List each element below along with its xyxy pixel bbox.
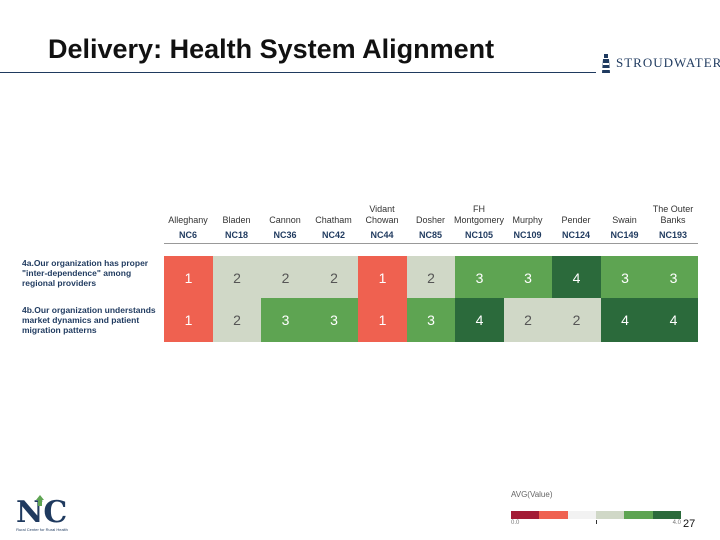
column-header-code: NC124 xyxy=(561,230,590,240)
row-label: 4a.Our organization has proper "inter-de… xyxy=(22,258,149,288)
heatmap-cell: 4 xyxy=(600,298,650,342)
column-header-name: Swain xyxy=(612,215,637,225)
nc-rural-health-logo: NC Rural Center for Rural Health xyxy=(12,492,72,538)
legend-color-step xyxy=(595,511,625,519)
column-header-name: The Outer Banks xyxy=(652,204,694,225)
heatmap-cell: 1 xyxy=(164,298,213,342)
heatmap-cell: 4 xyxy=(649,298,698,342)
slide-title: Delivery: Health System Alignment xyxy=(48,34,495,64)
heatmap-cell: 2 xyxy=(309,256,359,300)
column-header-code: NC42 xyxy=(321,230,345,240)
heatmap-cell: 1 xyxy=(358,256,407,300)
heatmap-cell: 4 xyxy=(455,298,504,342)
heatmap-cell: 2 xyxy=(261,256,310,300)
column-header-name: Murphy xyxy=(512,215,543,225)
legend-color-step xyxy=(511,511,540,519)
heatmap-cell: 3 xyxy=(600,256,650,300)
nc-logo-mark: NC xyxy=(16,495,67,530)
column-header-name: FH Montgomery xyxy=(453,204,505,225)
legend-max: 4.0 xyxy=(672,520,681,526)
column-header-name: Pender xyxy=(561,215,591,225)
column-header-code: NC6 xyxy=(178,230,197,240)
heatmap-cell: 2 xyxy=(552,298,601,342)
column-header-name: Vidant Chowan xyxy=(365,204,399,225)
column-header-name: Chatham xyxy=(315,215,352,225)
column-header-code: NC105 xyxy=(464,230,493,240)
column-header-name: Alleghany xyxy=(168,215,208,225)
stroudwater-logo: STROUDWATER xyxy=(600,52,720,74)
title-divider xyxy=(0,72,596,73)
row-label: 4b.Our organization understands market d… xyxy=(22,305,156,335)
heatmap-cell: 2 xyxy=(212,298,262,342)
legend-min: 0.0 xyxy=(511,520,520,526)
lighthouse-icon xyxy=(602,54,610,73)
legend-color-step xyxy=(567,511,596,519)
heatmap-cell: 3 xyxy=(503,256,553,300)
heatmap-cell: 1 xyxy=(358,298,407,342)
column-header-code: NC85 xyxy=(418,230,442,240)
header-divider xyxy=(164,243,698,244)
legend-color-step xyxy=(652,511,681,519)
column-header-name: Dosher xyxy=(415,215,445,225)
heatmap-cell: 3 xyxy=(649,256,698,300)
heatmap-cell: 2 xyxy=(212,256,262,300)
column-header-name: Cannon xyxy=(269,215,301,225)
color-legend: AVG(Value) 0.0 4.0 xyxy=(511,490,681,526)
heatmap-cell: 3 xyxy=(309,298,359,342)
column-header-code: NC44 xyxy=(370,230,394,240)
column-header-code: NC18 xyxy=(224,230,248,240)
heatmap-cell: 2 xyxy=(406,256,456,300)
heatmap-cell: 2 xyxy=(503,298,553,342)
column-header-code: NC36 xyxy=(273,230,297,240)
heatmap-cell: 3 xyxy=(455,256,504,300)
legend-title: AVG(Value) xyxy=(511,490,553,499)
legend-midpoint-tick xyxy=(596,520,597,524)
legend-color-step xyxy=(539,511,568,519)
legend-color-step xyxy=(624,511,653,519)
heatmap-cell: 1 xyxy=(164,256,213,300)
nc-logo-subtitle: Rural Center for Rural Health xyxy=(16,527,68,532)
column-header-code: NC193 xyxy=(658,230,687,240)
column-header-code: NC109 xyxy=(513,230,542,240)
page-number: 27 xyxy=(683,518,696,530)
heatmap-cell: 3 xyxy=(261,298,310,342)
heatmap-cell: 4 xyxy=(552,256,601,300)
heatmap-cell: 3 xyxy=(406,298,456,342)
brand-name: STROUDWATER xyxy=(616,55,720,70)
column-header-code: NC149 xyxy=(610,230,639,240)
column-header-name: Bladen xyxy=(222,215,251,225)
legend-color-scale xyxy=(511,511,681,519)
